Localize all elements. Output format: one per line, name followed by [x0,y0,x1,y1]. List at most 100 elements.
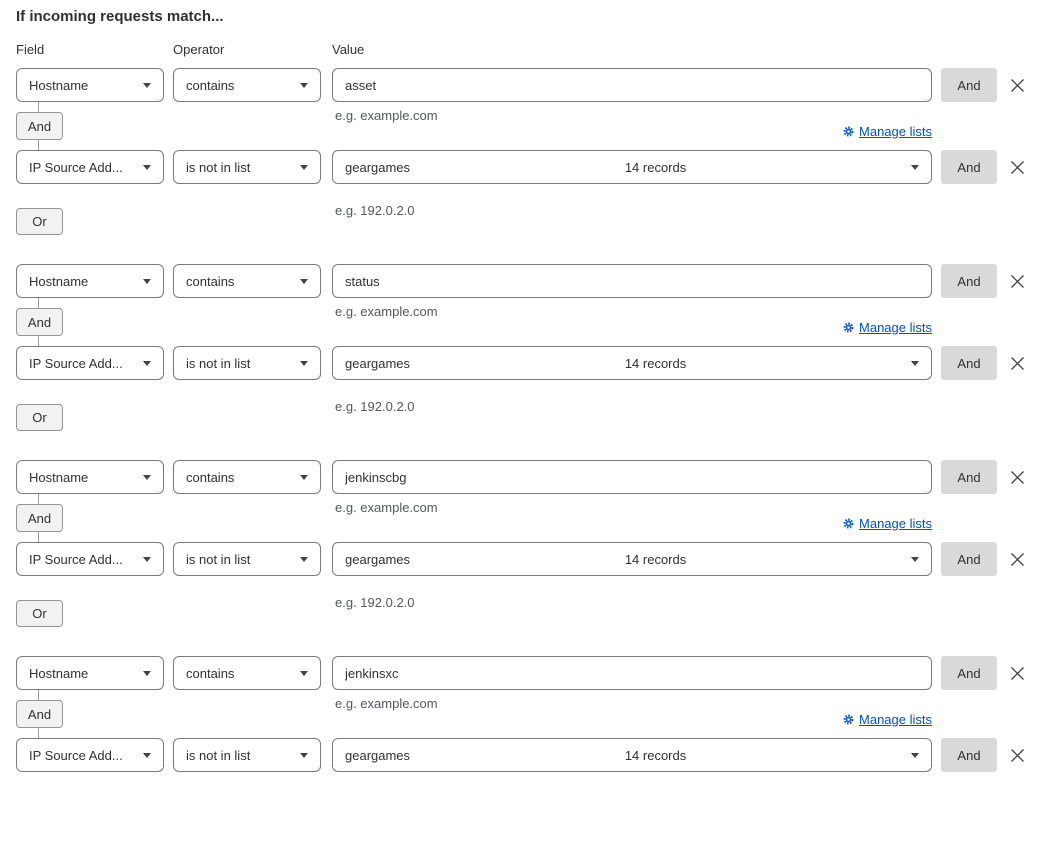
remove-condition-button[interactable] [1005,661,1029,685]
chevron-down-icon [911,556,919,562]
value-input[interactable] [332,460,932,494]
chevron-down-icon [143,670,151,676]
chevron-down-icon [143,752,151,758]
operator-select[interactable]: is not in list [173,542,321,576]
chevron-down-icon [143,556,151,562]
field-select[interactable]: Hostname [16,68,164,102]
operator-select[interactable]: is not in list [173,150,321,184]
list-select-value: geargames [345,747,411,763]
field-select[interactable]: Hostname [16,656,164,690]
list-select-value: geargames [345,159,411,175]
add-and-condition-button[interactable]: And [941,150,997,184]
condition-row-hostname: Hostname contains And [16,460,1029,494]
list-select[interactable]: geargames 14 records [332,542,932,576]
manage-lists-link[interactable]: Manage lists [843,320,932,335]
field-select[interactable]: IP Source Add... [16,150,164,184]
remove-condition-button[interactable] [1005,465,1029,489]
expression-group: Hostname contains And e.g. example.com [16,264,1041,460]
remove-condition-button[interactable] [1005,269,1029,293]
add-and-condition-button[interactable]: And [941,656,997,690]
list-select[interactable]: geargames 14 records [332,738,932,772]
list-select-value: geargames [345,551,411,567]
field-select[interactable]: IP Source Add... [16,346,164,380]
add-and-condition-button[interactable]: And [941,264,997,298]
chevron-down-icon [300,670,308,676]
list-record-count: 14 records [624,159,687,175]
condition-row-ip-list: IP Source Add... is not in list geargame… [16,150,1029,184]
field-select[interactable]: IP Source Add... [16,542,164,576]
operator-select-value: contains [186,665,235,681]
close-icon [1010,356,1024,370]
add-and-condition-button[interactable]: And [941,346,997,380]
close-icon [1010,160,1024,174]
condition-row-ip-list: IP Source Add... is not in list geargame… [16,542,1029,576]
manage-lists-link[interactable]: Manage lists [843,516,932,531]
operator-select[interactable]: contains [173,68,321,102]
chevron-down-icon [143,474,151,480]
close-icon [1010,748,1024,762]
remove-condition-button[interactable] [1005,73,1029,97]
condition-row-hostname: Hostname contains And [16,68,1029,102]
add-and-condition-button[interactable]: And [941,460,997,494]
value-hint: e.g. 192.0.2.0 [335,203,415,218]
manage-lists-label: Manage lists [859,516,932,531]
condition-row-hostname: Hostname contains And [16,656,1029,690]
value-hint: e.g. 192.0.2.0 [335,595,415,610]
list-record-count: 14 records [624,747,687,763]
operator-select-value: contains [186,273,235,289]
condition-row-ip-list: IP Source Add... is not in list geargame… [16,738,1029,772]
field-select[interactable]: IP Source Add... [16,738,164,772]
chevron-down-icon [143,360,151,366]
list-select[interactable]: geargames 14 records [332,346,932,380]
operator-select[interactable]: is not in list [173,738,321,772]
operator-select[interactable]: contains [173,656,321,690]
field-select[interactable]: Hostname [16,460,164,494]
expression-group: Hostname contains And e.g. example.com [16,460,1041,656]
and-connector-button[interactable]: And [16,112,63,140]
chevron-down-icon [300,474,308,480]
add-and-condition-button[interactable]: And [941,542,997,576]
operator-select[interactable]: contains [173,264,321,298]
and-connector-button[interactable]: And [16,504,63,532]
chevron-down-icon [143,164,151,170]
or-connector-button[interactable]: Or [16,208,63,235]
value-input[interactable] [332,656,932,690]
add-and-condition-button[interactable]: And [941,68,997,102]
field-select-value: Hostname [29,469,89,485]
close-icon [1010,552,1024,566]
value-hint: e.g. example.com [335,108,438,123]
value-hint: e.g. 192.0.2.0 [335,399,415,414]
chevron-down-icon [300,164,308,170]
value-input[interactable] [332,68,932,102]
remove-condition-button[interactable] [1005,155,1029,179]
column-label-operator: Operator [173,42,225,57]
operator-select[interactable]: is not in list [173,346,321,380]
operator-select-value: contains [186,77,235,93]
remove-condition-button[interactable] [1005,351,1029,375]
chevron-down-icon [300,360,308,366]
list-select[interactable]: geargames 14 records [332,150,932,184]
chevron-down-icon [911,360,919,366]
manage-lists-label: Manage lists [859,124,932,139]
manage-lists-row: Manage lists [16,712,932,728]
manage-lists-link[interactable]: Manage lists [843,712,932,727]
chevron-down-icon [143,82,151,88]
gear-icon [843,714,854,725]
list-record-count: 14 records [624,355,687,371]
or-connector-button[interactable]: Or [16,600,63,627]
add-and-condition-button[interactable]: And [941,738,997,772]
manage-lists-link[interactable]: Manage lists [843,124,932,139]
operator-select[interactable]: contains [173,460,321,494]
remove-condition-button[interactable] [1005,547,1029,571]
operator-select-value: contains [186,469,235,485]
column-label-value: Value [332,42,365,57]
and-connector-button[interactable]: And [16,700,63,728]
column-label-field: Field [16,42,45,57]
value-input[interactable] [332,264,932,298]
field-select[interactable]: Hostname [16,264,164,298]
remove-condition-button[interactable] [1005,743,1029,767]
page-title: If incoming requests match... [16,8,224,25]
and-connector-button[interactable]: And [16,308,63,336]
or-connector-button[interactable]: Or [16,404,63,431]
